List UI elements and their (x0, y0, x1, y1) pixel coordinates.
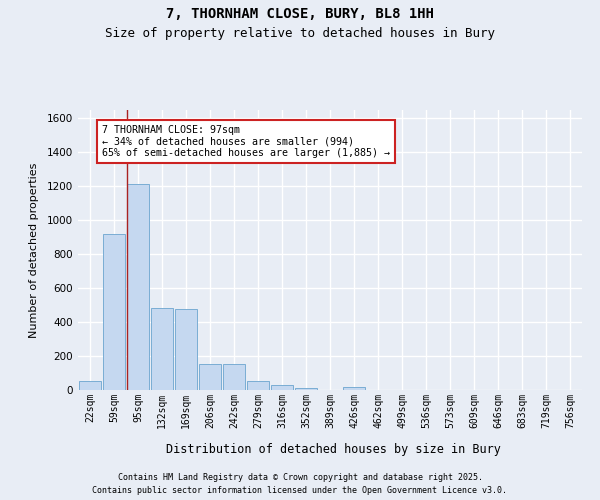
Text: Contains HM Land Registry data © Crown copyright and database right 2025.: Contains HM Land Registry data © Crown c… (118, 472, 482, 482)
Text: Size of property relative to detached houses in Bury: Size of property relative to detached ho… (105, 28, 495, 40)
Bar (79, 380, 101, 390)
Text: Distribution of detached houses by size in Bury: Distribution of detached houses by size … (166, 442, 500, 456)
Bar (295, 388, 317, 390)
Bar (223, 364, 245, 390)
Text: 7 THORNHAM CLOSE: 97sqm
← 34% of detached houses are smaller (994)
65% of semi-d: 7 THORNHAM CLOSE: 97sqm ← 34% of detache… (102, 126, 390, 158)
Bar (343, 388, 365, 390)
Bar (103, 234, 125, 390)
Bar (175, 308, 197, 390)
Y-axis label: Number of detached properties: Number of detached properties (29, 162, 38, 338)
Bar (127, 184, 149, 390)
Bar (271, 385, 293, 390)
Bar (247, 380, 269, 390)
Bar (151, 308, 173, 390)
Bar (199, 364, 221, 390)
Text: 7, THORNHAM CLOSE, BURY, BL8 1HH: 7, THORNHAM CLOSE, BURY, BL8 1HH (166, 8, 434, 22)
Text: Contains public sector information licensed under the Open Government Licence v3: Contains public sector information licen… (92, 486, 508, 495)
